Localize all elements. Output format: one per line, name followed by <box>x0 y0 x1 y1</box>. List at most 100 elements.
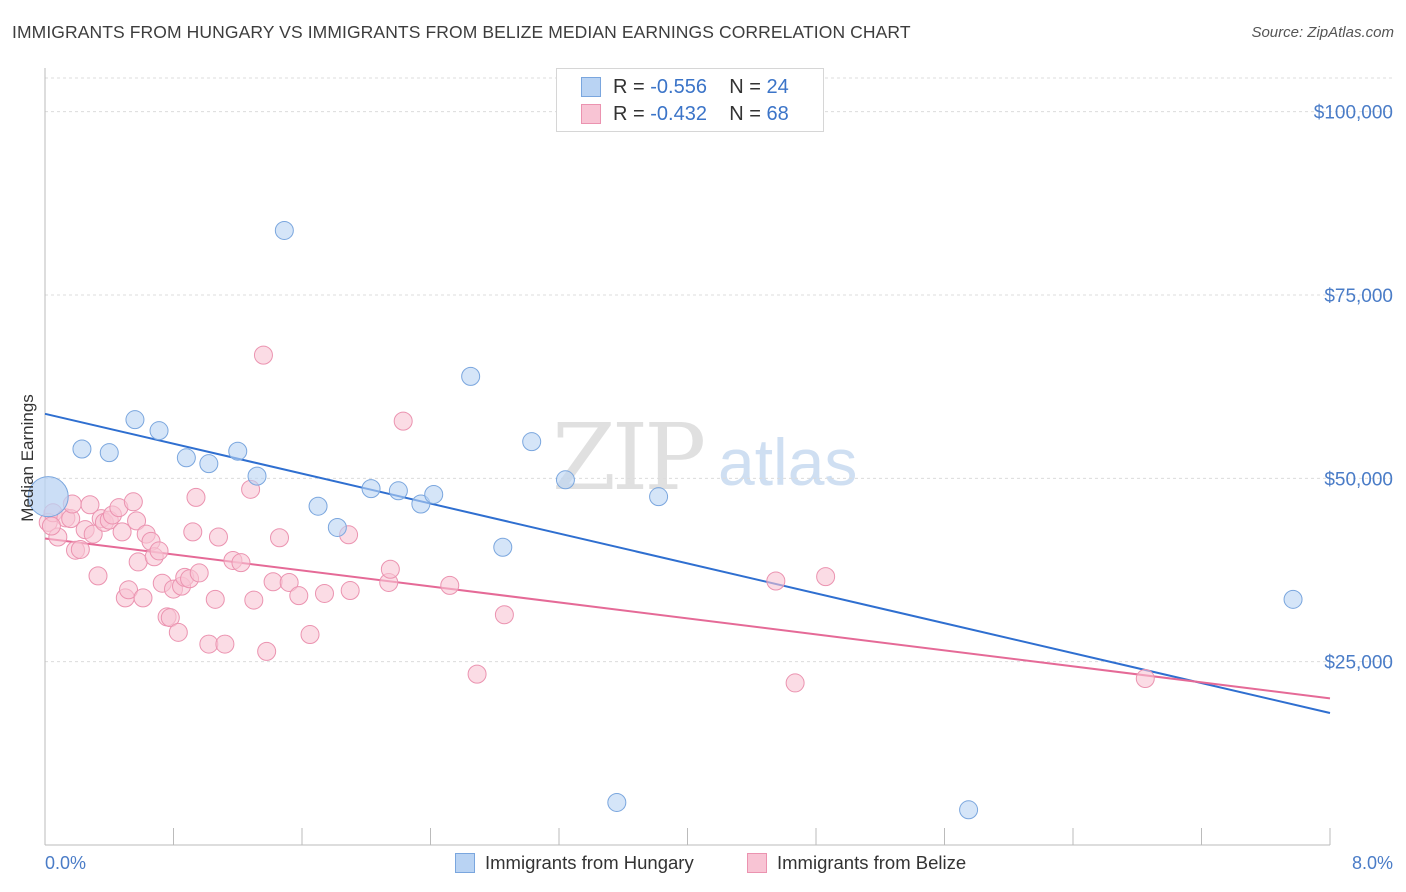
data-point-belize <box>1135 669 1155 689</box>
data-point-belize <box>123 492 143 512</box>
legend-r-label: R = <box>613 76 651 98</box>
data-point-hungary <box>27 476 69 518</box>
bottom-legend-label-hungary: Immigrants from Hungary <box>485 852 694 873</box>
data-point-belize <box>127 511 147 531</box>
source-credit: Source: ZipAtlas.com <box>1251 24 1394 41</box>
data-point-hungary <box>199 454 219 474</box>
bottom-legend-swatch-belize <box>747 853 767 873</box>
data-point-hungary <box>607 792 627 812</box>
data-point-belize <box>231 553 251 573</box>
data-point-hungary <box>274 220 294 240</box>
data-point-belize <box>270 528 290 548</box>
data-point-belize <box>88 566 108 586</box>
data-point-hungary <box>361 479 381 499</box>
data-point-belize <box>340 581 360 601</box>
data-point-hungary <box>72 439 92 459</box>
bottom-legend-hungary: Immigrants from Hungary <box>455 852 694 874</box>
y-tick-label: $75,000 <box>1324 286 1393 307</box>
bottom-legend-swatch-hungary <box>455 853 475 873</box>
data-point-belize <box>785 673 805 693</box>
data-point-hungary <box>149 421 169 441</box>
data-point-belize <box>112 522 132 542</box>
data-point-belize <box>816 567 836 587</box>
data-point-belize <box>440 575 460 595</box>
y-tick-label: $100,000 <box>1314 103 1393 124</box>
data-point-belize <box>215 634 235 654</box>
x-tick-label: 0.0% <box>45 853 86 873</box>
data-point-belize <box>300 625 320 645</box>
data-point-hungary <box>247 466 267 486</box>
data-point-hungary <box>99 443 119 463</box>
legend-r-value-hungary: -0.556 <box>650 76 707 98</box>
stats-legend: R = -0.556 N = 24 R = -0.432 N = 68 <box>556 68 824 132</box>
legend-n-label: N = <box>729 76 767 98</box>
axis-labels: $25,000 $50,000 $75,000 $100,000 0.0% 8.0% Med… <box>18 103 1393 873</box>
trend-line-belize <box>44 537 1331 700</box>
data-point-belize <box>168 622 188 642</box>
y-tick-label: $25,000 <box>1324 653 1393 674</box>
data-point-hungary <box>388 481 408 501</box>
data-point-hungary <box>555 470 575 490</box>
data-point-belize <box>208 527 228 547</box>
legend-n-value-belize: 68 <box>766 103 789 125</box>
data-points <box>27 220 1303 820</box>
data-point-hungary <box>411 494 431 514</box>
data-point-hungary <box>327 517 347 537</box>
data-point-belize <box>199 634 219 654</box>
data-point-belize <box>279 572 299 592</box>
legend-r-label: R = <box>613 103 651 125</box>
data-point-hungary <box>959 800 979 820</box>
legend-r-value-belize: -0.432 <box>650 103 707 125</box>
data-point-hungary <box>125 410 145 430</box>
data-point-hungary <box>308 496 328 516</box>
data-point-belize <box>244 590 264 610</box>
data-point-belize <box>119 580 139 600</box>
data-point-belize <box>160 608 180 628</box>
bottom-legend-label-belize: Immigrants from Belize <box>777 852 967 873</box>
data-point-belize <box>80 495 100 515</box>
legend-n-label: N = <box>729 103 767 125</box>
legend-swatch-belize <box>581 104 601 124</box>
data-point-belize <box>263 572 283 592</box>
legend-swatch-hungary <box>581 77 601 97</box>
data-point-hungary <box>522 432 542 452</box>
x-tick-label: 8.0% <box>1352 853 1393 873</box>
trend-line-hungary <box>44 412 1331 714</box>
watermark-atlas: atlas <box>718 425 858 499</box>
chart-title: IMMIGRANTS FROM HUNGARY VS IMMIGRANTS FR… <box>12 22 911 42</box>
grid-lines <box>45 77 1392 663</box>
data-point-belize <box>257 641 277 661</box>
data-point-belize <box>133 588 153 608</box>
data-point-hungary <box>424 484 444 504</box>
data-point-belize <box>253 345 273 365</box>
data-point-belize <box>380 559 400 579</box>
data-point-hungary <box>1283 589 1303 609</box>
y-axis-title: Median Earnings <box>18 394 37 522</box>
legend-n-value-hungary: 24 <box>766 76 789 98</box>
data-point-belize <box>289 586 309 606</box>
y-tick-label: $50,000 <box>1324 469 1393 490</box>
data-point-belize <box>189 563 209 583</box>
data-point-belize <box>494 605 514 625</box>
data-point-belize <box>393 411 413 431</box>
data-point-belize <box>128 552 148 572</box>
data-point-belize <box>41 516 61 536</box>
data-point-belize <box>766 571 786 591</box>
data-point-belize <box>314 583 334 603</box>
data-point-belize <box>83 524 103 544</box>
data-point-belize <box>183 522 203 542</box>
data-point-belize <box>205 589 225 609</box>
data-point-hungary <box>228 441 248 461</box>
trend-lines <box>44 412 1331 714</box>
bottom-legend-belize: Immigrants from Belize <box>747 852 966 874</box>
data-point-hungary <box>176 448 196 468</box>
watermark-zip: ZIP <box>552 404 706 511</box>
data-point-hungary <box>649 487 669 507</box>
data-point-belize <box>149 541 169 561</box>
axes <box>44 68 1331 846</box>
data-point-belize <box>186 487 206 507</box>
data-point-belize <box>70 539 90 559</box>
data-point-hungary <box>461 366 481 386</box>
data-point-belize <box>467 664 487 684</box>
